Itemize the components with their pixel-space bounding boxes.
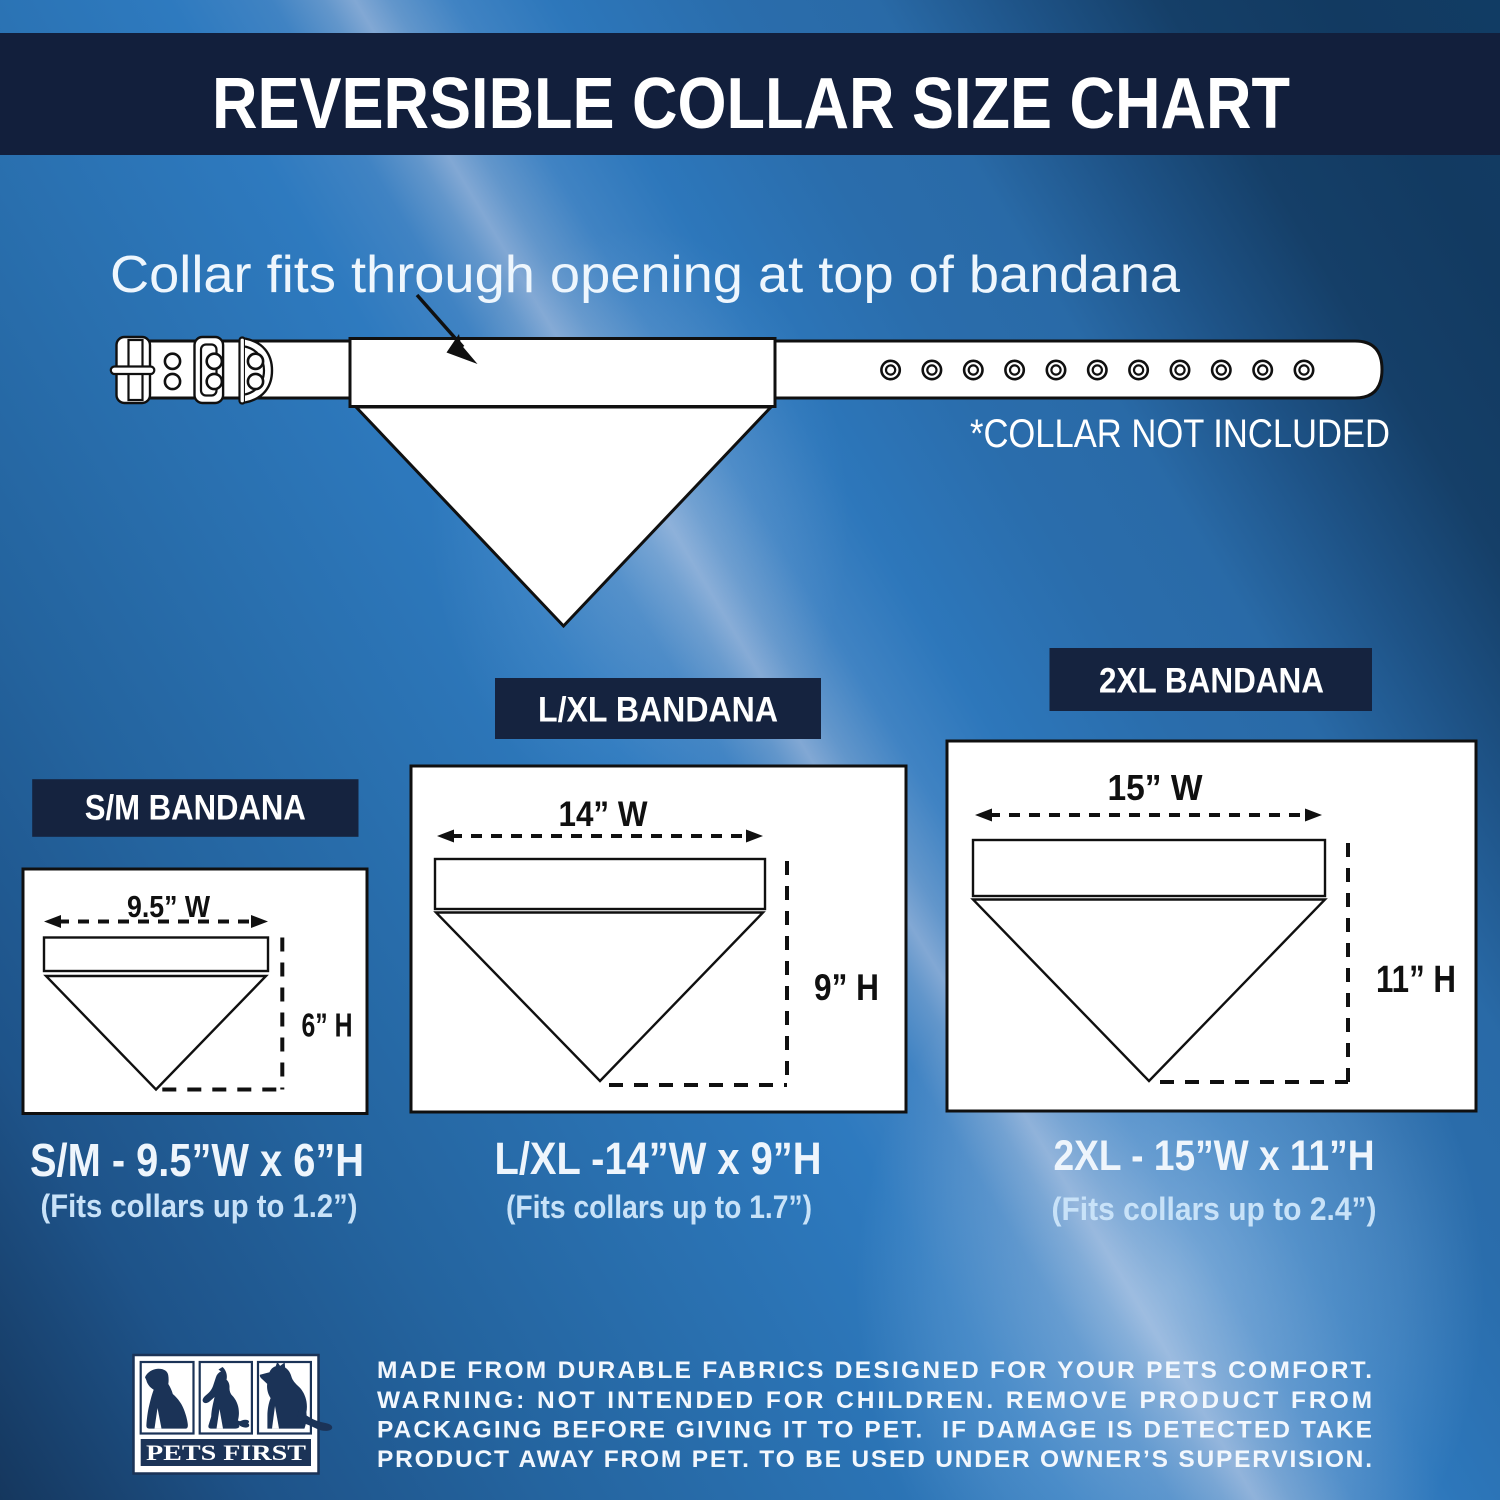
svg-text:S/M BANDANA: S/M BANDANA: [85, 789, 306, 828]
svg-text:9” H: 9” H: [814, 967, 879, 1008]
svg-text:PRODUCT AWAY FROM PET. TO BE U: PRODUCT AWAY FROM PET. TO BE USED UNDER …: [377, 1446, 1372, 1473]
svg-text:WARNING: NOT INTENDED FOR CHIL: WARNING: NOT INTENDED FOR CHILDREN. REMO…: [377, 1387, 1372, 1414]
svg-text:L/XL -14”W x 9”H: L/XL -14”W x 9”H: [495, 1133, 822, 1184]
svg-text:15” W: 15” W: [1108, 767, 1203, 808]
svg-text:6” H: 6” H: [302, 1007, 353, 1044]
svg-text:11” H: 11” H: [1376, 959, 1456, 1001]
svg-text:(Fits collars up to 1.2”): (Fits collars up to 1.2”): [41, 1188, 358, 1224]
svg-text:Collar fits through opening at: Collar fits through opening at top of ba…: [110, 246, 1180, 304]
svg-text:(Fits collars up to 1.7”): (Fits collars up to 1.7”): [506, 1189, 812, 1225]
svg-text:2XL BANDANA: 2XL BANDANA: [1099, 662, 1324, 701]
svg-text:*COLLAR NOT INCLUDED: *COLLAR NOT INCLUDED: [970, 412, 1390, 456]
svg-text:PACKAGING BEFORE GIVING IT TO: PACKAGING BEFORE GIVING IT TO PET. IF DA…: [377, 1417, 1372, 1444]
svg-text:(Fits collars up to 2.4”): (Fits collars up to 2.4”): [1052, 1191, 1377, 1227]
svg-text:2XL - 15”W x 11”H: 2XL - 15”W x 11”H: [1054, 1132, 1375, 1180]
svg-text:14” W: 14” W: [559, 795, 648, 834]
svg-text:S/M - 9.5”W x 6”H: S/M - 9.5”W x 6”H: [30, 1134, 364, 1186]
svg-text:MADE FROM DURABLE FABRICS DESI: MADE FROM DURABLE FABRICS DESIGNED FOR Y…: [377, 1357, 1372, 1384]
svg-text:REVERSIBLE COLLAR SIZE CHART: REVERSIBLE COLLAR SIZE CHART: [212, 64, 1290, 144]
svg-text:PETS FIRST: PETS FIRST: [146, 1440, 306, 1465]
svg-text:9.5” W: 9.5” W: [127, 889, 211, 924]
svg-text:L/XL BANDANA: L/XL BANDANA: [538, 691, 778, 730]
